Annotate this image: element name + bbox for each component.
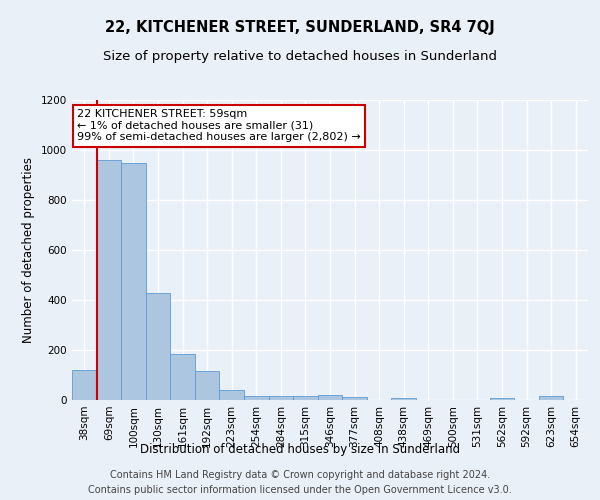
Bar (72, 370, 97, 400)
Y-axis label: Number of detached properties: Number of detached properties (22, 157, 35, 343)
Bar (342, 397, 367, 400)
Text: 22, KITCHENER STREET, SUNDERLAND, SR4 7QJ: 22, KITCHENER STREET, SUNDERLAND, SR4 7Q… (105, 20, 495, 35)
Bar (391, 398, 416, 400)
Bar (293, 396, 318, 400)
Bar (121, 162, 146, 400)
Bar (170, 354, 195, 400)
Text: Contains public sector information licensed under the Open Government Licence v3: Contains public sector information licen… (88, 485, 512, 495)
Bar (318, 395, 342, 400)
Bar (97, 160, 121, 400)
Text: 22 KITCHENER STREET: 59sqm
← 1% of detached houses are smaller (31)
99% of semi-: 22 KITCHENER STREET: 59sqm ← 1% of detac… (77, 109, 361, 142)
Bar (244, 396, 269, 400)
Text: Size of property relative to detached houses in Sunderland: Size of property relative to detached ho… (103, 50, 497, 63)
Bar (146, 292, 170, 400)
Bar (539, 396, 563, 400)
Bar (220, 390, 244, 400)
Bar (490, 398, 514, 400)
Text: Distribution of detached houses by size in Sunderland: Distribution of detached houses by size … (140, 444, 460, 456)
Bar (195, 371, 220, 400)
Text: Contains HM Land Registry data © Crown copyright and database right 2024.: Contains HM Land Registry data © Crown c… (110, 470, 490, 480)
Bar (269, 396, 293, 400)
